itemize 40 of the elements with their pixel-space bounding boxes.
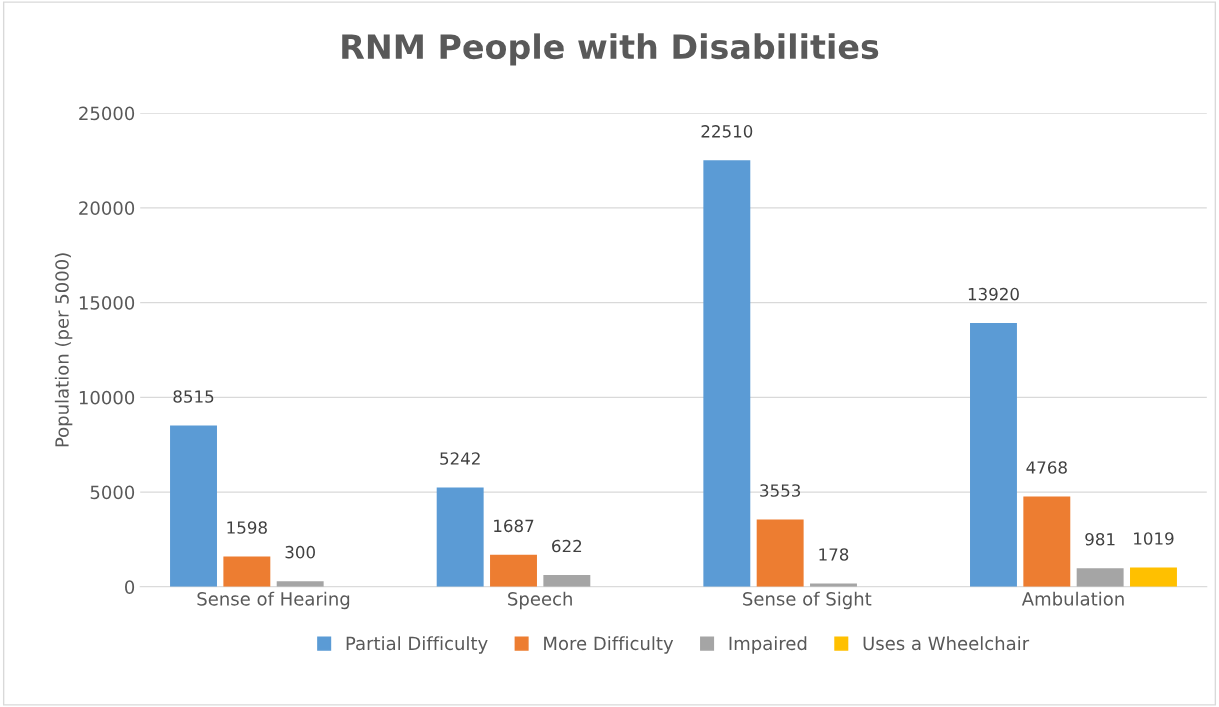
bar bbox=[756, 519, 804, 587]
y-tick-label: 25000 bbox=[79, 106, 135, 121]
bar bbox=[970, 323, 1017, 587]
data-label: 1687 bbox=[494, 519, 534, 533]
data-label: 1598 bbox=[227, 521, 267, 534]
data-label: 981 bbox=[1085, 532, 1115, 546]
x-tick-label: Sense of Sight bbox=[743, 591, 872, 610]
y-axis-title: Population (per 5000) bbox=[54, 253, 73, 447]
bar bbox=[223, 556, 271, 587]
legend-label: Partial Difficulty bbox=[346, 636, 488, 654]
data-label: 13920 bbox=[968, 287, 1019, 301]
data-label: 5242 bbox=[440, 452, 480, 465]
data-label: 22510 bbox=[701, 125, 753, 138]
bar bbox=[703, 160, 751, 587]
y-tick-label: 0 bbox=[125, 580, 135, 594]
bar bbox=[490, 554, 537, 587]
data-label: 622 bbox=[552, 539, 582, 553]
y-tick-label: 15000 bbox=[79, 296, 135, 310]
y-tick-label: 10000 bbox=[79, 390, 135, 405]
bar bbox=[1130, 567, 1177, 587]
bar bbox=[436, 487, 484, 587]
data-label: 178 bbox=[819, 548, 849, 561]
legend-label: Uses a Wheelchair bbox=[863, 636, 1030, 651]
data-label: 4768 bbox=[1026, 461, 1067, 474]
legend-label: More Difficulty bbox=[544, 636, 674, 654]
y-tick-label: 5000 bbox=[90, 485, 135, 500]
legend-label: Impaired bbox=[729, 636, 807, 654]
y-tick-label: 20000 bbox=[79, 201, 135, 215]
bar bbox=[1076, 568, 1124, 587]
data-label: 8515 bbox=[173, 390, 214, 403]
bar bbox=[1023, 496, 1071, 587]
bar bbox=[543, 575, 591, 587]
bar bbox=[170, 425, 217, 587]
x-tick-label: Speech bbox=[508, 591, 572, 610]
data-label: 1019 bbox=[1134, 532, 1174, 545]
data-label: 3553 bbox=[760, 484, 801, 497]
x-tick-label: Ambulation bbox=[1021, 591, 1124, 606]
chart-title: RNM People with Disabilities bbox=[342, 33, 879, 66]
x-tick-label: Sense of Hearing bbox=[197, 591, 350, 610]
data-label: 300 bbox=[285, 545, 315, 559]
